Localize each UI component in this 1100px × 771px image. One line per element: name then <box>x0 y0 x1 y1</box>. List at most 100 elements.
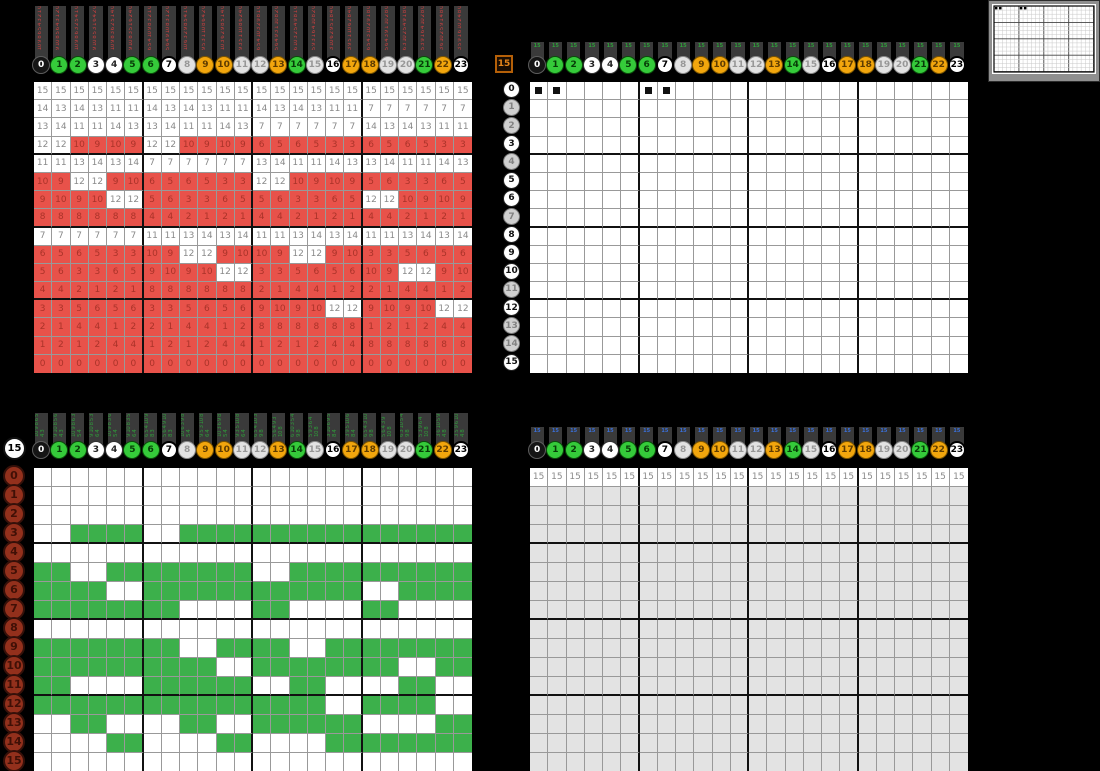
cell[interactable]: 11 <box>344 100 363 119</box>
column-header-19[interactable]: 19 <box>378 56 397 74</box>
cell[interactable]: 8 <box>307 318 326 337</box>
cell[interactable] <box>657 601 676 620</box>
cell[interactable] <box>530 506 549 525</box>
cell[interactable] <box>603 354 622 373</box>
cell[interactable] <box>949 173 968 192</box>
cell[interactable] <box>603 677 622 696</box>
cell[interactable] <box>216 715 235 734</box>
cell[interactable] <box>584 677 603 696</box>
cell[interactable] <box>931 172 950 192</box>
cell[interactable] <box>730 136 749 155</box>
cell[interactable] <box>530 639 549 658</box>
cell[interactable] <box>858 136 877 155</box>
cell[interactable] <box>803 753 822 771</box>
cell[interactable]: 6 <box>70 245 89 264</box>
cell[interactable] <box>876 620 895 639</box>
cell[interactable] <box>949 264 968 283</box>
cell[interactable] <box>803 209 822 228</box>
column-header-17[interactable]: 17 <box>838 441 857 459</box>
cell[interactable]: 13 <box>143 118 162 137</box>
cell[interactable] <box>840 136 859 155</box>
cell[interactable] <box>803 136 822 155</box>
column-header-21[interactable]: 21 <box>415 56 434 74</box>
cell[interactable] <box>399 563 418 582</box>
cell[interactable]: 4 <box>216 336 235 355</box>
cell[interactable]: 9 <box>380 263 399 283</box>
column-header-10[interactable]: 10 <box>710 441 729 459</box>
cell[interactable] <box>253 468 272 487</box>
column-header-1[interactable]: 1 <box>50 56 69 74</box>
column-header-12[interactable]: 12 <box>747 441 766 459</box>
cell[interactable] <box>107 639 126 658</box>
cell[interactable]: 13 <box>70 154 89 173</box>
column-header-21[interactable]: 21 <box>911 56 930 74</box>
cell[interactable] <box>530 734 549 753</box>
cell[interactable] <box>840 487 859 506</box>
cell[interactable] <box>694 582 713 601</box>
cell[interactable]: 12 <box>417 263 436 283</box>
cell[interactable]: 0 <box>271 354 290 373</box>
cell[interactable] <box>840 154 859 173</box>
cell[interactable]: 13 <box>307 100 326 119</box>
cell[interactable]: 0 <box>198 354 217 373</box>
cell[interactable]: 9 <box>307 172 326 192</box>
cell[interactable] <box>803 620 822 639</box>
cell[interactable] <box>658 354 676 373</box>
cell[interactable] <box>840 172 859 192</box>
cell[interactable] <box>234 677 253 696</box>
cell[interactable]: 6 <box>180 172 199 192</box>
cell[interactable]: 2 <box>253 282 272 301</box>
cell[interactable] <box>694 172 713 192</box>
cell[interactable]: 5 <box>125 263 144 283</box>
cell[interactable] <box>730 677 749 696</box>
cell[interactable]: 9 <box>362 300 381 319</box>
cell[interactable]: 2 <box>125 318 144 337</box>
cell[interactable]: 8 <box>271 318 290 337</box>
cell[interactable] <box>253 525 272 544</box>
cell[interactable] <box>895 734 914 753</box>
cell[interactable] <box>548 209 567 228</box>
cell[interactable] <box>603 118 622 137</box>
cell[interactable]: 2 <box>307 336 326 355</box>
cell[interactable]: 3 <box>161 300 180 319</box>
cell[interactable] <box>88 544 107 563</box>
column-header-3[interactable]: 3 <box>86 56 105 74</box>
cell[interactable] <box>566 658 585 677</box>
cell[interactable] <box>234 468 253 487</box>
cell[interactable] <box>859 354 877 373</box>
cell[interactable] <box>694 82 713 101</box>
cell[interactable]: 2 <box>362 282 381 301</box>
column-header-22[interactable]: 22 <box>929 56 948 74</box>
cell[interactable] <box>417 696 436 715</box>
cell[interactable] <box>399 620 418 639</box>
cell[interactable] <box>621 172 640 192</box>
column-header-4[interactable]: 4 <box>105 441 124 459</box>
cell[interactable]: 4 <box>271 209 290 228</box>
cell[interactable] <box>840 715 859 734</box>
cell[interactable]: 7 <box>180 154 199 173</box>
cell[interactable] <box>380 468 399 487</box>
cell[interactable] <box>803 300 822 319</box>
cell[interactable]: 5 <box>161 172 180 192</box>
cell[interactable] <box>34 677 53 696</box>
cell[interactable]: 8 <box>435 336 454 355</box>
column-header-10[interactable]: 10 <box>214 56 233 74</box>
cell[interactable] <box>71 753 89 771</box>
cell[interactable]: 12 <box>143 136 162 155</box>
cell[interactable]: 0 <box>307 354 326 373</box>
cell[interactable] <box>88 525 107 544</box>
column-header-16[interactable]: 16 <box>324 441 343 459</box>
cell[interactable]: 9 <box>234 136 253 155</box>
cell[interactable] <box>712 506 731 525</box>
cell[interactable] <box>621 620 640 639</box>
cell[interactable]: 3 <box>399 172 418 192</box>
cell[interactable] <box>767 582 786 601</box>
cell[interactable] <box>326 525 345 544</box>
cell[interactable] <box>676 209 695 228</box>
column-header-11[interactable]: 11 <box>232 56 251 74</box>
cell[interactable] <box>858 154 877 173</box>
cell[interactable] <box>34 468 53 487</box>
cell[interactable] <box>676 677 695 696</box>
cell[interactable]: 4 <box>380 209 399 228</box>
column-header-18[interactable]: 18 <box>856 56 875 74</box>
